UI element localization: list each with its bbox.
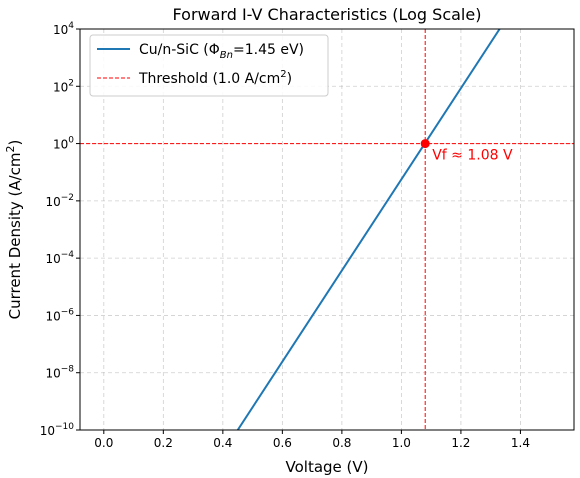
vf-marker — [420, 139, 430, 149]
x-tick-label: 1.0 — [392, 436, 411, 450]
x-tick-label: 0.8 — [332, 436, 351, 450]
x-tick-label: 0.2 — [154, 436, 173, 450]
y-tick-label: 10−4 — [45, 250, 74, 266]
y-tick-label: 100 — [53, 136, 74, 152]
y-axis-label: Current Density (A/cm2) — [4, 140, 24, 320]
legend-label-series: Cu/n-SiC (ΦBn=1.45 eV) — [139, 42, 304, 61]
y-tick-label: 10−10 — [40, 422, 75, 438]
x-tick-label: 0.6 — [273, 436, 292, 450]
chart-title: Forward I-V Characteristics (Log Scale) — [173, 5, 482, 24]
y-tick-label: 104 — [53, 21, 74, 37]
series-line — [236, 29, 501, 430]
y-tick-label: 10−6 — [45, 307, 74, 323]
y-tick-label: 10−8 — [45, 365, 74, 381]
x-tick-label: 0.4 — [213, 436, 232, 450]
legend-frame — [89, 34, 329, 97]
axes-frame — [79, 28, 575, 431]
y-tick-label: 102 — [53, 78, 74, 94]
legend: Cu/n-SiC (ΦBn=1.45 eV) Threshold (1.0 A/c… — [89, 34, 329, 97]
x-tick-label: 1.4 — [511, 436, 530, 450]
x-tick-label: 1.2 — [451, 436, 470, 450]
y-tick-label: 10−2 — [45, 193, 74, 209]
legend-label-threshold: Threshold (1.0 A/cm2) — [138, 69, 292, 87]
x-tick-label: 0.0 — [94, 436, 113, 450]
vf-annotation: Vf ≈ 1.08 V — [432, 148, 513, 164]
x-axis-label: Voltage (V) — [286, 458, 369, 476]
plot-content — [80, 29, 574, 430]
